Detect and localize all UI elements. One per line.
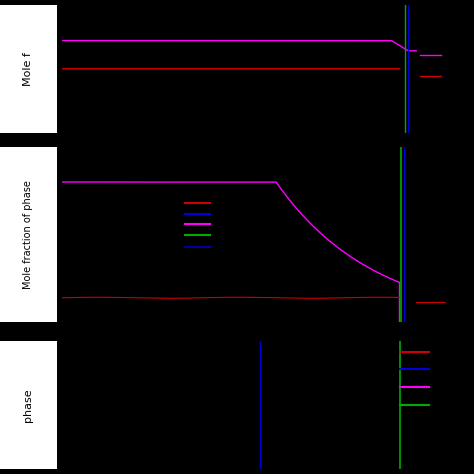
Text: Mole f: Mole f [23, 52, 34, 86]
Text: phase: phase [23, 389, 34, 422]
Text: Mole fraction of phase: Mole fraction of phase [23, 180, 34, 289]
